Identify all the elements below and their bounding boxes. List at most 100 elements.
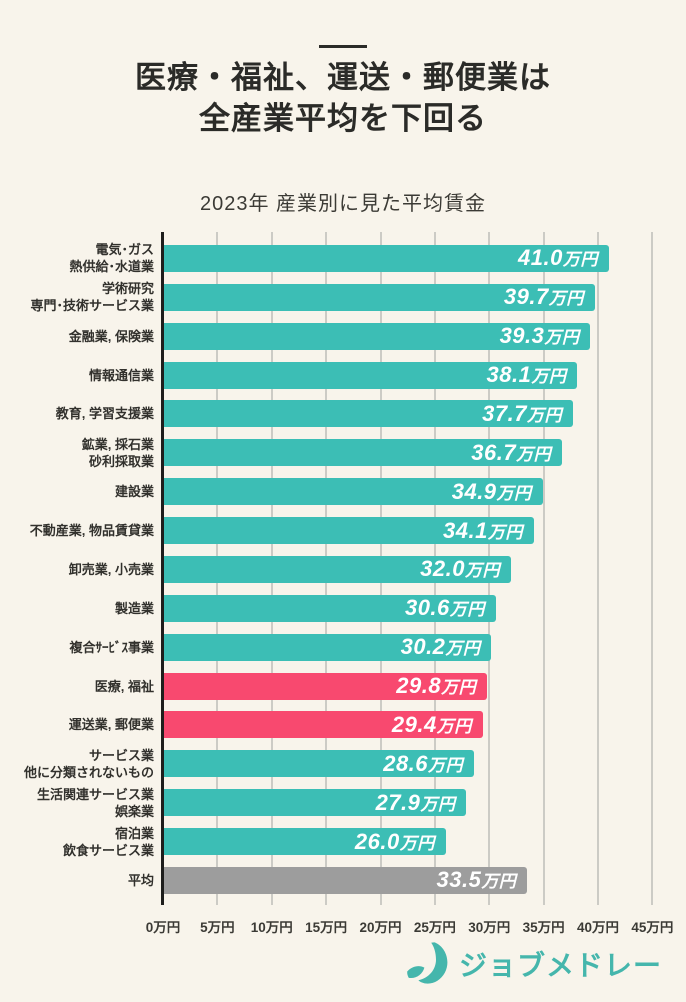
category-label: 建設業: [114, 484, 154, 500]
x-axis-tick-label: 10万円: [250, 920, 293, 935]
chart-bar: 27.9万円: [163, 789, 467, 817]
chart-row: サービス業 他に分類されないもの 28.6万円: [0, 744, 660, 783]
chart-bar: 41.0万円: [163, 244, 609, 272]
chart-bar: 33.5万円: [163, 866, 528, 894]
value-label: 34.1万円: [443, 517, 523, 543]
bar-track: 29.4万円: [163, 711, 660, 739]
value-label: 38.1万円: [486, 362, 567, 388]
chart-row-highlight: 運送業, 郵便業 29.4万円: [0, 706, 660, 745]
value-label: 41.0万円: [518, 245, 598, 271]
value-label: 37.7万円: [482, 400, 562, 426]
chart-bar: 39.7万円: [163, 283, 595, 311]
chart-row: 生活関連サービス業 娯楽業 27.9万円: [0, 783, 660, 822]
category-label: 金融業, 保険業: [68, 328, 154, 344]
brand-logo: ジョブメドレー: [402, 939, 662, 989]
category-label: 電気･ガス 熱供給･水道業: [69, 242, 154, 275]
value-label: 32.0万円: [420, 556, 500, 582]
chart-row: 不動産業, 物品賃貸業 34.1万円: [0, 511, 660, 550]
bar-chart: 電気･ガス 熱供給･水道業 41.0万円 学術研究 専門･技術サービス業 39.7万…: [0, 232, 686, 938]
category-label: 生活関連サービス業 娯楽業: [36, 786, 154, 819]
bar-track: 30.2万円: [163, 633, 660, 661]
value-label: 30.2万円: [400, 634, 481, 660]
y-axis-line: [161, 232, 164, 905]
x-axis-tick-label: 15万円: [305, 920, 348, 935]
value-label: 29.4万円: [391, 711, 472, 737]
category-label: 不動産業, 物品賃貸業: [29, 523, 154, 539]
category-label: 医療, 福祉: [94, 678, 154, 694]
chart-row: 金融業, 保険業 39.3万円: [0, 317, 660, 356]
title-dash-divider: [319, 45, 367, 48]
bar-track: 30.6万円: [163, 594, 660, 622]
page-title-line2: 全産業平均を下回る: [199, 100, 487, 136]
chart-bar: 39.3万円: [163, 322, 591, 350]
chart-rows: 電気･ガス 熱供給･水道業 41.0万円 学術研究 専門･技術サービス業 39.7万…: [0, 232, 660, 905]
bar-track: 34.9万円: [163, 478, 660, 506]
chart-bar: 28.6万円: [163, 750, 475, 778]
gridline: [597, 232, 599, 905]
chart-row-highlight: 医療, 福祉 29.8万円: [0, 667, 660, 706]
chart-row: 電気･ガス 熱供給･水道業 41.0万円: [0, 239, 660, 278]
value-label: 27.9万円: [375, 789, 456, 815]
category-label: 学術研究 専門･技術サービス業: [30, 281, 154, 314]
bar-track: 38.1万円: [163, 361, 660, 389]
bar-track: 37.7万円: [163, 400, 660, 428]
x-axis-tick-label: 45万円: [631, 920, 674, 935]
bar-track: 39.3万円: [163, 322, 660, 350]
bar-track: 29.8万円: [163, 672, 660, 700]
chart-row: 建設業 34.9万円: [0, 472, 660, 511]
chart-row-average: 平均 33.5万円: [0, 861, 660, 900]
chart-bar: 29.8万円: [163, 672, 488, 700]
value-label: 29.8万円: [396, 673, 477, 699]
bar-track: 32.0万円: [163, 555, 660, 583]
category-label: 教育, 学習支援業: [55, 406, 154, 422]
chart-bar: 32.0万円: [163, 555, 511, 583]
x-axis-tick-label: 30万円: [468, 920, 511, 935]
category-label: 卸売業, 小売業: [68, 561, 154, 577]
category-label: 平均: [127, 872, 154, 888]
jobmedley-swoosh-icon: [407, 942, 448, 984]
category-label: 宿泊業 飲食サービス業: [62, 825, 154, 858]
bar-track: 41.0万円: [163, 244, 660, 272]
chart-row: 製造業 30.6万円: [0, 589, 660, 628]
category-label: 製造業: [114, 600, 154, 616]
value-label: 33.5万円: [436, 867, 517, 893]
chart-bar: 38.1万円: [163, 361, 578, 389]
brand-name: ジョブメドレー: [458, 950, 662, 981]
category-label: 情報通信業: [88, 367, 154, 383]
category-label: 運送業, 郵便業: [68, 717, 154, 733]
bar-track: 34.1万円: [163, 517, 660, 545]
value-label: 39.7万円: [503, 284, 584, 310]
value-label: 26.0万円: [354, 828, 435, 854]
category-label: サービス業 他に分類されないもの: [23, 747, 154, 780]
chart-row: 鉱業, 採石業 砂利採取業 36.7万円: [0, 433, 660, 472]
x-axis-tick-label: 0万円: [145, 920, 181, 935]
x-axis-tick-label: 40万円: [576, 920, 620, 935]
chart-row: 宿泊業 飲食サービス業 26.0万円: [0, 822, 660, 861]
gridline: [651, 232, 654, 905]
chart-bar: 34.1万円: [163, 517, 534, 545]
x-axis-tick-label: 5万円: [200, 920, 235, 935]
chart-bar: 36.7万円: [163, 439, 563, 467]
chart-bar: 34.9万円: [163, 478, 543, 506]
value-label: 30.6万円: [404, 595, 485, 621]
chart-row: 情報通信業 38.1万円: [0, 356, 660, 395]
chart-row: 複合ｻｰﾋﾞｽ事業 30.2万円: [0, 628, 660, 667]
bar-track: 28.6万円: [163, 750, 660, 778]
x-axis-tick-label: 35万円: [522, 920, 565, 935]
bar-track: 26.0万円: [163, 828, 660, 856]
value-label: 39.3万円: [499, 323, 580, 349]
chart-bar: 26.0万円: [163, 828, 446, 856]
x-axis-tick-label: 25万円: [413, 920, 456, 935]
bar-track: 33.5万円: [163, 866, 660, 894]
chart-bar: 29.4万円: [163, 711, 483, 739]
bar-track: 27.9万円: [163, 789, 660, 817]
value-label: 34.9万円: [451, 478, 532, 504]
chart-row: 教育, 学習支援業 37.7万円: [0, 395, 660, 434]
x-axis: 0万円 5万円 10万円 15万円 20万円 25万円 30万円 35万円 40…: [146, 913, 674, 937]
page-title-line1: 医療・福祉、運送・郵便業は: [135, 60, 551, 95]
bar-track: 39.7万円: [163, 283, 660, 311]
category-label: 鉱業, 採石業 砂利採取業: [81, 436, 154, 469]
page-title: 医療・福祉、運送・郵便業は 全産業平均を下回る: [0, 58, 686, 140]
chart-row: 卸売業, 小売業 32.0万円: [0, 550, 660, 589]
x-axis-tick-label: 20万円: [359, 920, 402, 935]
